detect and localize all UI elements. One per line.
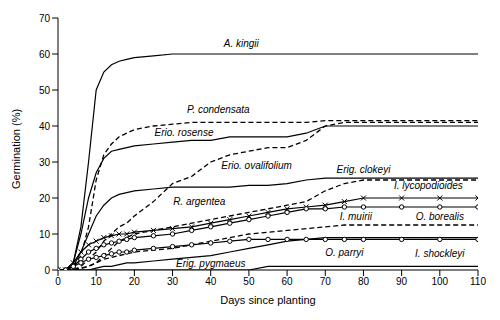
svg-text:0: 0 — [44, 265, 50, 276]
svg-text:70: 70 — [320, 276, 332, 287]
svg-text:70: 70 — [39, 13, 51, 24]
svg-text:30: 30 — [167, 276, 179, 287]
svg-text:40: 40 — [39, 121, 51, 132]
svg-text:20: 20 — [39, 193, 51, 204]
svg-text:50: 50 — [39, 85, 51, 96]
svg-text:I. lycopodioides: I. lycopodioides — [394, 180, 463, 191]
svg-text:Germination (%): Germination (%) — [10, 109, 22, 189]
svg-text:100: 100 — [431, 276, 448, 287]
svg-text:I. shockleyi: I. shockleyi — [415, 248, 465, 259]
svg-text:40: 40 — [205, 276, 217, 287]
svg-text:80: 80 — [358, 276, 370, 287]
svg-text:Days since planting: Days since planting — [220, 294, 315, 306]
svg-text:O. parryi: O. parryi — [325, 247, 364, 258]
svg-text:20: 20 — [129, 276, 141, 287]
svg-text:P. condensata: P. condensata — [187, 104, 250, 115]
svg-text:30: 30 — [39, 157, 51, 168]
svg-text:R. argentea: R. argentea — [173, 196, 226, 207]
svg-text:A. kingii: A. kingii — [223, 38, 260, 49]
svg-text:Erig. pygmaeus: Erig. pygmaeus — [176, 258, 245, 269]
svg-text:60: 60 — [282, 276, 294, 287]
svg-text:110: 110 — [470, 276, 486, 287]
svg-text:Erio. rosense: Erio. rosense — [155, 127, 214, 138]
svg-text:90: 90 — [396, 276, 408, 287]
svg-text:O. borealis: O. borealis — [416, 211, 464, 222]
svg-text:Erig. clokeyi: Erig. clokeyi — [337, 164, 392, 175]
svg-text:50: 50 — [243, 276, 255, 287]
svg-text:Erio. ovalifolium: Erio. ovalifolium — [221, 160, 292, 171]
svg-text:10: 10 — [39, 229, 51, 240]
svg-text:60: 60 — [39, 49, 51, 60]
svg-text:I. muirii: I. muirii — [340, 211, 373, 222]
svg-text:0: 0 — [55, 276, 61, 287]
svg-text:10: 10 — [91, 276, 103, 287]
